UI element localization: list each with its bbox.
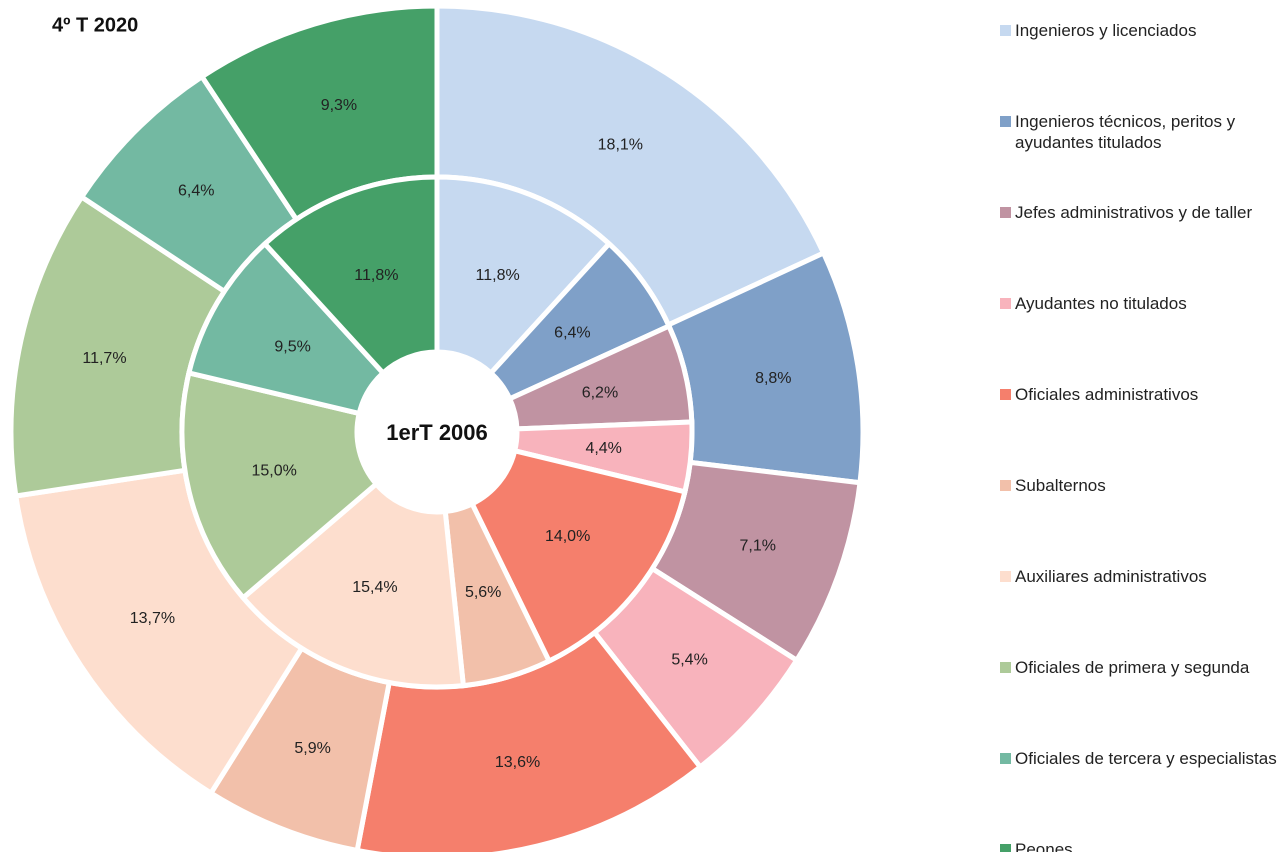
legend-label: Ingenieros técnicos, peritos y ayudantes…	[1015, 112, 1236, 152]
value-label: 5,4%	[671, 652, 707, 669]
legend-swatch	[1000, 844, 1011, 852]
value-label: 11,8%	[476, 267, 520, 284]
legend-item: Ayudantes no titulados	[1000, 293, 1285, 314]
value-label: 4,4%	[585, 440, 621, 457]
value-label: 13,6%	[495, 754, 540, 771]
value-label: 6,4%	[554, 325, 590, 342]
donut-slice	[434, 174, 613, 377]
donut-slice	[185, 240, 387, 417]
value-label: 5,6%	[465, 584, 501, 601]
legend-swatch	[1000, 116, 1011, 127]
legend-item: Peones	[1000, 839, 1285, 852]
value-label: 8,8%	[755, 370, 791, 387]
legend-swatch	[1000, 207, 1011, 218]
value-label: 14,0%	[545, 528, 590, 545]
legend-item: Jefes administrativos y de taller	[1000, 202, 1285, 223]
value-label: 6,2%	[582, 384, 618, 401]
legend-label: Oficiales administrativos	[1015, 385, 1199, 404]
legend-item: Oficiales administrativos	[1000, 384, 1285, 405]
value-label: 13,7%	[130, 610, 175, 627]
legend-label: Subalternos	[1015, 476, 1106, 495]
inner-series-title: 1erT 2006	[386, 420, 488, 445]
donut-slice	[179, 369, 380, 602]
legend-label: Ingenieros y licenciados	[1015, 21, 1197, 40]
legend-item: Subalternos	[1000, 475, 1285, 496]
value-label: 6,4%	[178, 182, 214, 199]
value-label: 9,5%	[274, 338, 310, 355]
legend-swatch	[1000, 662, 1011, 673]
donut-slice	[239, 480, 467, 690]
value-label: 5,9%	[294, 740, 330, 757]
donut-slice	[261, 174, 440, 377]
legend-item: Oficiales de primera y segunda	[1000, 657, 1285, 678]
value-label: 9,3%	[321, 97, 357, 114]
legend-swatch	[1000, 25, 1011, 36]
donut-hole	[359, 354, 515, 510]
value-label: 15,0%	[251, 463, 296, 480]
value-label: 11,7%	[82, 350, 126, 367]
legend-swatch	[1000, 389, 1011, 400]
value-label: 11,8%	[354, 267, 398, 284]
value-label: 15,4%	[352, 579, 397, 596]
legend-swatch	[1000, 753, 1011, 764]
value-label: 7,1%	[739, 538, 775, 555]
legend-label: Ayudantes no titulados	[1015, 294, 1187, 313]
legend-swatch	[1000, 571, 1011, 582]
legend-swatch	[1000, 480, 1011, 491]
donut-chart: 4º T 2020 18,1% 8,8% 7,1% 5,4% 13,6% 5,9% 13,7…	[11, 6, 863, 852]
legend-swatch	[1000, 298, 1011, 309]
legend-item: Oficiales de tercera y especialistas	[1000, 748, 1285, 769]
legend-item: Ingenieros y licenciados	[1000, 20, 1285, 41]
legend-label: Oficiales de primera y segunda	[1015, 658, 1250, 677]
legend-label: Auxiliares administrativos	[1015, 567, 1207, 586]
value-label: 18,1%	[598, 136, 643, 153]
legend-item: Ingenieros técnicos, peritos y ayudantes…	[1000, 111, 1285, 153]
legend-label: Oficiales de tercera y especialistas	[1015, 749, 1277, 768]
legend-item: Auxiliares administrativos	[1000, 566, 1285, 587]
legend-label: Peones	[1015, 840, 1073, 852]
outer-series-title: 4º T 2020	[52, 14, 138, 36]
legend-label: Jefes administrativos y de taller	[1015, 203, 1253, 222]
